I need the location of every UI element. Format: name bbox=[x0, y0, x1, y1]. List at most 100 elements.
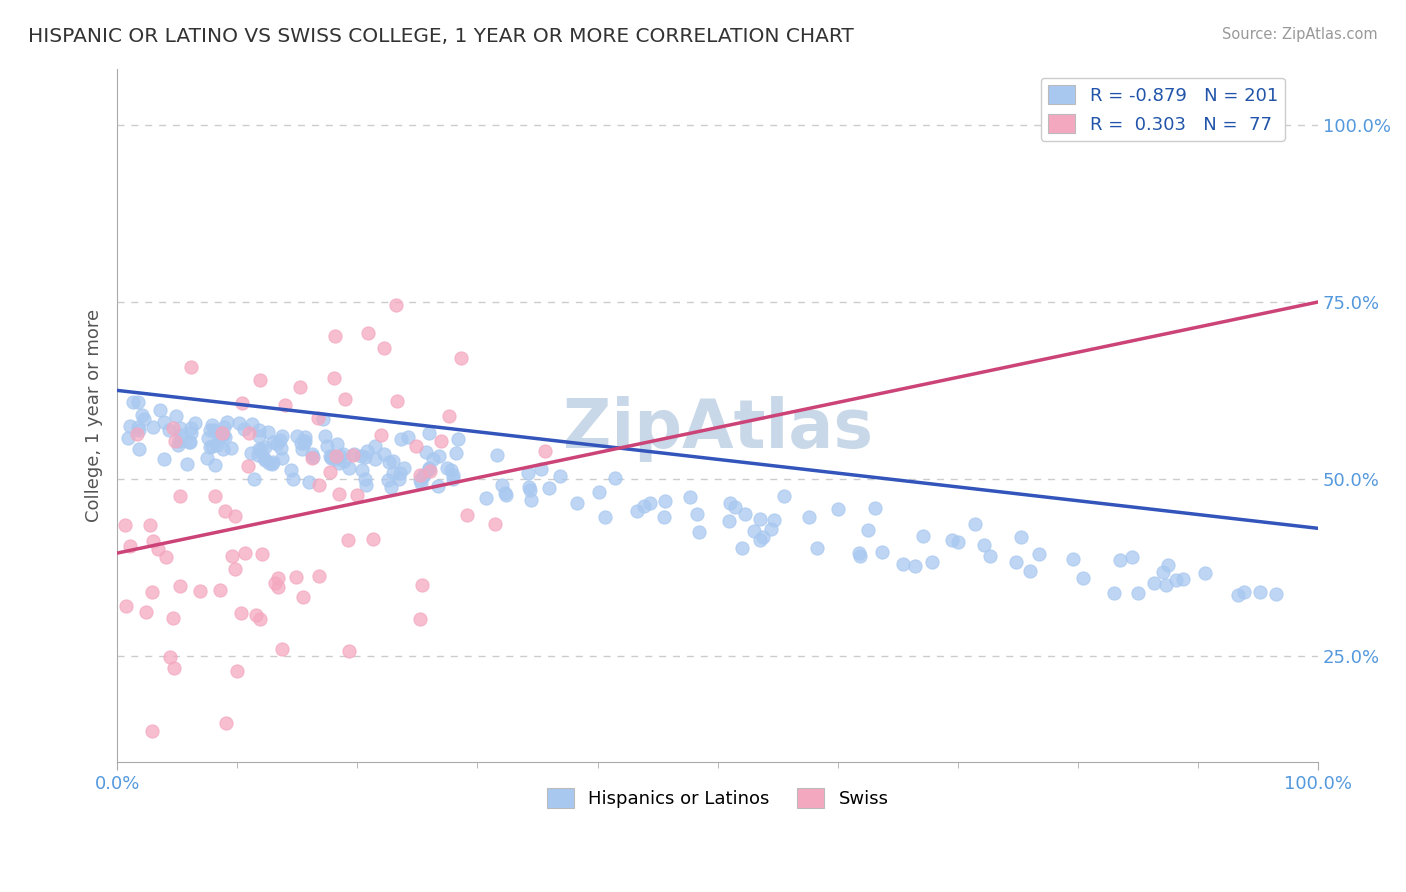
Point bbox=[516, 466, 538, 480]
Point bbox=[254, 440, 277, 454]
Point bbox=[912, 529, 935, 543]
Point bbox=[308, 477, 330, 491]
Point bbox=[1166, 573, 1188, 587]
Point bbox=[328, 456, 350, 470]
Point bbox=[356, 443, 378, 458]
Point bbox=[167, 438, 190, 452]
Point bbox=[772, 489, 794, 503]
Point bbox=[827, 501, 849, 516]
Point bbox=[254, 452, 277, 467]
Point bbox=[979, 549, 1001, 563]
Point bbox=[1071, 571, 1094, 585]
Point bbox=[519, 480, 541, 494]
Point bbox=[270, 429, 292, 443]
Point bbox=[336, 533, 359, 547]
Point bbox=[364, 440, 387, 454]
Point bbox=[484, 516, 506, 531]
Point bbox=[127, 394, 149, 409]
Point bbox=[382, 454, 405, 468]
Point bbox=[679, 491, 702, 505]
Point bbox=[169, 489, 191, 503]
Point bbox=[529, 462, 551, 476]
Point bbox=[202, 423, 225, 437]
Point bbox=[380, 480, 402, 494]
Point bbox=[329, 449, 352, 463]
Point bbox=[332, 447, 354, 461]
Point bbox=[262, 455, 284, 469]
Point bbox=[441, 472, 464, 486]
Point bbox=[1249, 584, 1271, 599]
Point bbox=[384, 298, 406, 312]
Point bbox=[291, 590, 314, 604]
Point bbox=[240, 446, 263, 460]
Point bbox=[211, 428, 233, 442]
Point bbox=[405, 439, 427, 453]
Point bbox=[169, 579, 191, 593]
Point bbox=[440, 463, 463, 477]
Point bbox=[848, 549, 870, 563]
Point bbox=[797, 509, 820, 524]
Point bbox=[626, 504, 648, 518]
Point bbox=[412, 468, 434, 483]
Point bbox=[870, 545, 893, 559]
Point bbox=[204, 458, 226, 472]
Point bbox=[485, 448, 508, 462]
Point bbox=[323, 329, 346, 343]
Point bbox=[198, 441, 221, 455]
Point bbox=[427, 479, 450, 493]
Point bbox=[734, 507, 756, 521]
Point bbox=[155, 549, 177, 564]
Point bbox=[963, 516, 986, 531]
Point bbox=[387, 472, 409, 486]
Point bbox=[128, 442, 150, 457]
Point bbox=[352, 463, 374, 477]
Point bbox=[162, 420, 184, 434]
Point bbox=[437, 409, 460, 423]
Point bbox=[427, 450, 450, 464]
Point bbox=[1102, 585, 1125, 599]
Point bbox=[238, 425, 260, 440]
Point bbox=[763, 513, 786, 527]
Point bbox=[290, 436, 312, 450]
Point bbox=[146, 541, 169, 556]
Point bbox=[280, 463, 302, 477]
Point bbox=[389, 466, 412, 480]
Point bbox=[247, 449, 270, 463]
Point bbox=[337, 461, 360, 475]
Point bbox=[209, 583, 232, 598]
Point bbox=[412, 468, 434, 483]
Point bbox=[921, 556, 943, 570]
Point bbox=[262, 457, 284, 471]
Point bbox=[141, 585, 163, 599]
Point bbox=[519, 493, 541, 508]
Point bbox=[201, 439, 224, 453]
Point bbox=[1173, 572, 1195, 586]
Point bbox=[245, 607, 267, 622]
Point bbox=[270, 442, 292, 456]
Point bbox=[382, 466, 405, 480]
Point bbox=[240, 417, 263, 432]
Point bbox=[231, 396, 253, 410]
Point bbox=[1028, 547, 1050, 561]
Point bbox=[267, 571, 290, 585]
Point bbox=[891, 557, 914, 571]
Point bbox=[718, 514, 741, 528]
Point bbox=[718, 496, 741, 510]
Point bbox=[214, 420, 236, 434]
Point bbox=[495, 488, 517, 502]
Point bbox=[1121, 549, 1143, 564]
Point bbox=[1232, 584, 1254, 599]
Point bbox=[759, 522, 782, 536]
Point bbox=[249, 373, 271, 387]
Point bbox=[339, 644, 361, 658]
Point bbox=[294, 434, 316, 449]
Point bbox=[638, 496, 661, 510]
Point bbox=[204, 489, 226, 503]
Point bbox=[163, 661, 186, 675]
Point bbox=[298, 475, 321, 490]
Point bbox=[408, 467, 430, 482]
Point bbox=[167, 434, 190, 448]
Point bbox=[214, 430, 236, 444]
Point bbox=[373, 341, 395, 355]
Point bbox=[207, 438, 229, 452]
